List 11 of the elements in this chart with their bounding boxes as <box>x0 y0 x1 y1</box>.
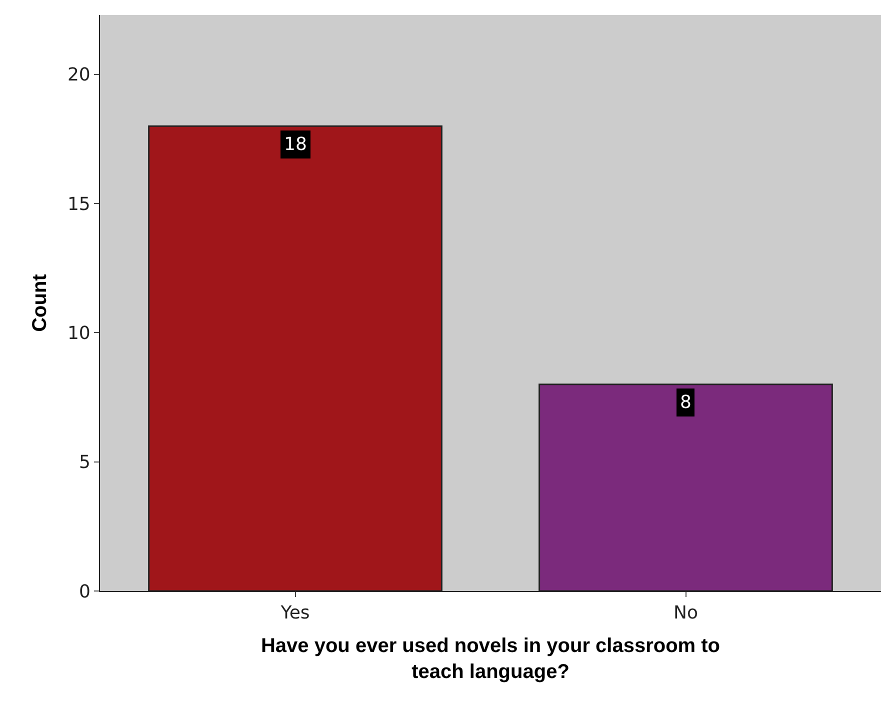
x-tick-label: No <box>674 602 698 624</box>
y-tick-label: 5 <box>78 452 90 474</box>
y-tick-label: 20 <box>67 64 90 86</box>
x-tick-label: Yes <box>280 602 310 624</box>
y-tick-label: 10 <box>67 323 90 344</box>
y-tick-label: 15 <box>67 194 90 215</box>
data-label: 8 <box>680 392 692 413</box>
y-tick-label: 0 <box>78 581 90 602</box>
x-axis-title: Have you ever used novels in your classroom to teach language? <box>260 635 720 684</box>
data-label: 18 <box>284 134 307 155</box>
y-axis-title: Count <box>28 274 51 332</box>
